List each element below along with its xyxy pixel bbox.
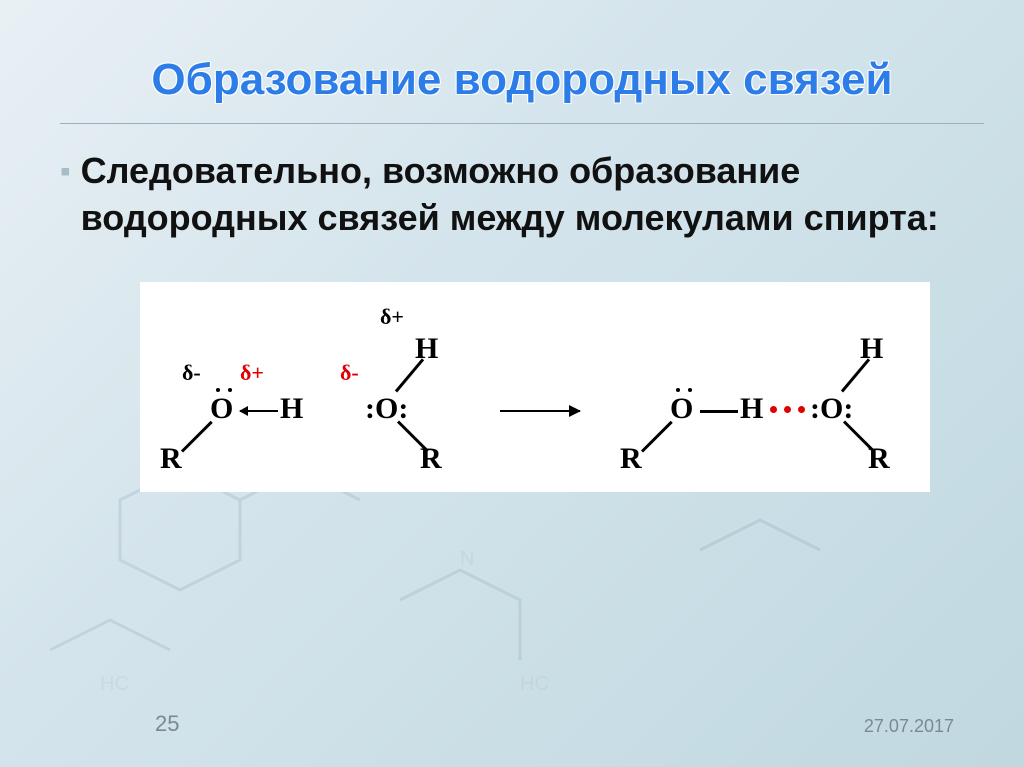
title-divider <box>60 123 984 124</box>
atom-O-3: O <box>670 392 693 426</box>
dipole-arrow-icon <box>240 410 278 412</box>
atom-O-1: O <box>210 392 233 426</box>
atom-O-2: :O: <box>365 392 408 426</box>
atom-H-4: H <box>860 332 883 366</box>
svg-text:HC: HC <box>520 673 549 695</box>
body-text: Следовательно, возможно образование водо… <box>81 148 984 242</box>
atom-R-3: R <box>620 442 642 476</box>
hbond-dot <box>798 406 805 413</box>
atom-O-4: :O: <box>810 392 853 426</box>
delta-minus-1: δ- <box>182 360 201 386</box>
svg-text:N: N <box>460 548 474 570</box>
delta-plus-2: δ+ <box>380 304 404 330</box>
delta-minus-2: δ- <box>340 360 359 386</box>
slide-number: 25 <box>155 711 179 737</box>
bullet-icon: ▪ <box>60 154 71 190</box>
slide-title: Образование водородных связей <box>60 55 984 105</box>
delta-plus-1: δ+ <box>240 360 264 386</box>
atom-R-1: R <box>160 442 182 476</box>
reaction-arrow-icon <box>500 410 580 412</box>
atom-H-3: H <box>740 392 763 426</box>
svg-text:HC: HC <box>100 673 129 695</box>
atom-H-1: H <box>280 392 303 426</box>
hbond-dot <box>770 406 777 413</box>
hbond-dot <box>784 406 791 413</box>
slide-date: 27.07.2017 <box>864 716 954 737</box>
hydrogen-bond-diagram: δ- δ+ R O H δ- δ+ H :O: R R O H :O: H R <box>140 282 930 492</box>
